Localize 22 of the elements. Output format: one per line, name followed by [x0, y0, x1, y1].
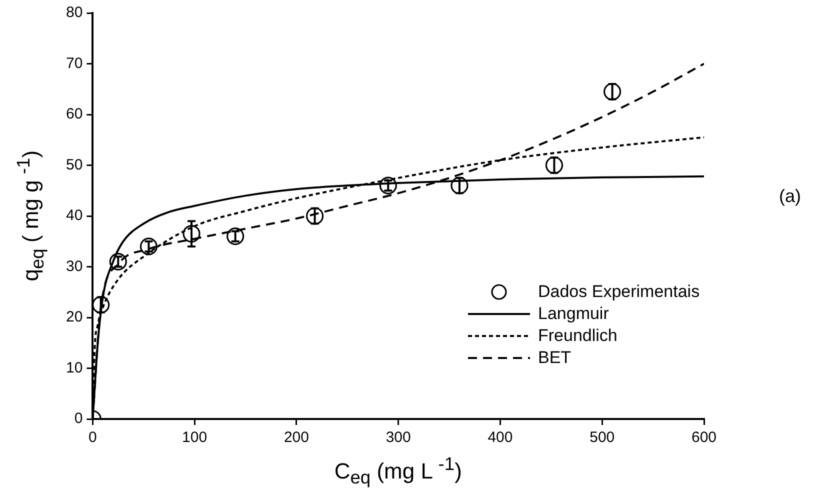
- legend-label: Dados Experimentais: [538, 282, 700, 302]
- x-tick-label: 500: [590, 429, 615, 446]
- text: (a): [779, 186, 801, 207]
- x-tick-label: 200: [284, 429, 309, 446]
- x-tick-label: 300: [386, 429, 411, 446]
- x-axis-title: C$_{eq}$ (mg L $^{-1}$): [334, 453, 462, 489]
- legend-label: Freundlich: [538, 326, 618, 346]
- x-tick-label: 600: [691, 429, 717, 446]
- y-tick-label: 40: [66, 207, 83, 224]
- legend-label: Langmuir: [538, 304, 609, 324]
- y-tick-label: 60: [66, 106, 83, 123]
- y-tick-label: 70: [66, 54, 83, 72]
- y-tick-label: 10: [66, 359, 83, 376]
- x-tick-label: 100: [182, 429, 208, 446]
- y-tick-label: 80: [66, 4, 83, 22]
- x-tick-label: 0: [88, 429, 97, 446]
- y-tick-label: 50: [66, 156, 83, 174]
- x-tick-label: 400: [488, 429, 513, 446]
- y-tick-label: 30: [66, 258, 83, 275]
- legend-label: BET: [538, 348, 572, 368]
- y-tick-label: 20: [66, 308, 83, 326]
- y-tick-label: 0: [74, 410, 83, 428]
